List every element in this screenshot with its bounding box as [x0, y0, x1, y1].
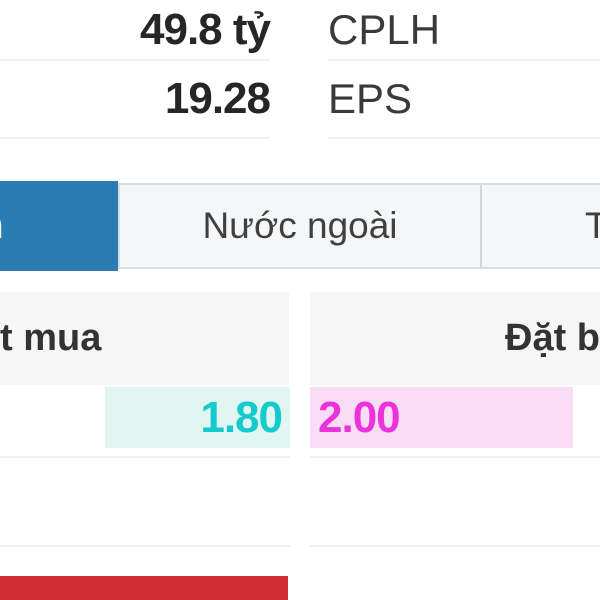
tab-right-clipped[interactable]: T	[482, 185, 600, 267]
stat-label-eps: EPS	[328, 61, 600, 139]
header-label: Đặt b	[505, 317, 600, 359]
sell-price-value: 2.00	[318, 392, 401, 442]
stat-label-cplh: CPLH	[328, 0, 600, 61]
stat-label-text: CPLH	[328, 5, 441, 53]
order-book-header-sell: Đặt b	[310, 292, 600, 385]
stat-value-eps: 19.28	[0, 61, 271, 139]
header-label: t mua	[0, 317, 102, 359]
buy-price-value: 1.80	[200, 392, 283, 442]
stat-value-cplh: 49.8 tỷ	[0, 0, 271, 61]
order-book-header-buy: t mua	[0, 292, 289, 385]
row-divider	[0, 545, 290, 547]
row-divider	[310, 456, 600, 458]
buy-price-cell[interactable]: 1.80	[105, 387, 290, 448]
red-volume-bar	[0, 576, 288, 600]
tab-nuoc-ngoai[interactable]: Nước ngoài	[120, 185, 482, 267]
row-divider	[310, 545, 600, 547]
stat-label-text: EPS	[328, 75, 413, 122]
stat-value-text: 19.28	[164, 74, 271, 123]
stat-value-text: 49.8 tỷ	[140, 4, 271, 54]
tab-label-fragment: T	[585, 205, 600, 246]
sell-price-cell[interactable]: 2.00	[310, 387, 573, 448]
tab-label: Nước ngoài	[202, 205, 398, 246]
row-divider	[0, 456, 290, 458]
tab-active-clipped[interactable]: n	[0, 181, 118, 271]
tab-bar: Nước ngoài T	[118, 183, 600, 269]
tab-active-label-fragment: n	[0, 205, 4, 247]
